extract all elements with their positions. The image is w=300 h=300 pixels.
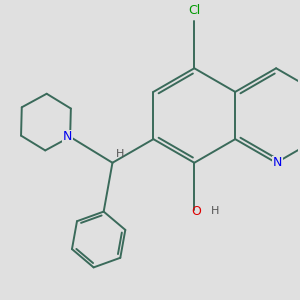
- Text: O: O: [192, 205, 202, 218]
- Text: H: H: [116, 149, 124, 159]
- Text: N: N: [63, 130, 73, 143]
- Text: N: N: [273, 156, 282, 169]
- Text: H: H: [211, 206, 219, 217]
- Text: Cl: Cl: [188, 4, 200, 17]
